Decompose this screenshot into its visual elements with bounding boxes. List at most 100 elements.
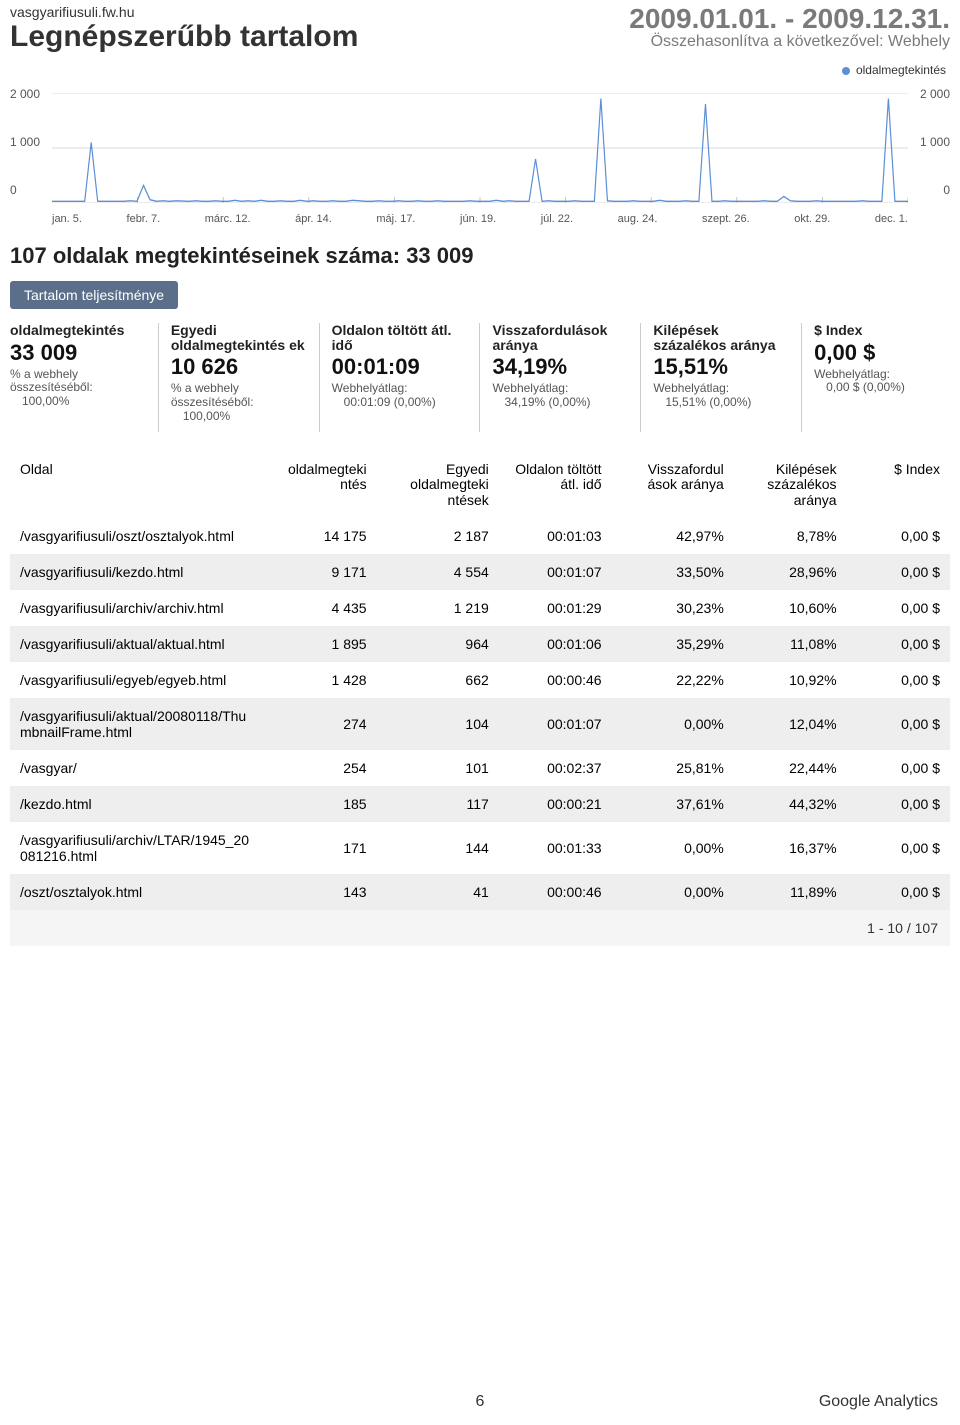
- legend-dot-icon: [842, 67, 850, 75]
- page-path-cell[interactable]: /oszt/osztalyok.html: [10, 874, 264, 910]
- scorecard-sub: % a webhely összesítéséből:100,00%: [171, 382, 307, 423]
- metric-cell: 4 554: [377, 554, 499, 590]
- metric-cell: 9 171: [264, 554, 377, 590]
- metric-cell: 00:01:03: [499, 518, 612, 554]
- column-header[interactable]: Egyedi oldalmegteki ntések: [377, 452, 499, 518]
- metric-cell: 37,61%: [612, 786, 734, 822]
- page-path-cell[interactable]: /vasgyarifiusuli/egyeb/egyeb.html: [10, 662, 264, 698]
- metric-cell: 1 428: [264, 662, 377, 698]
- metric-cell: 35,29%: [612, 626, 734, 662]
- y-tick: 2 000: [920, 87, 950, 101]
- scorecard-value: 34,19%: [492, 354, 628, 380]
- metric-cell: 0,00%: [612, 822, 734, 874]
- y-axis-right: 2 0001 0000: [920, 87, 950, 197]
- table-row[interactable]: /oszt/osztalyok.html1434100:00:460,00%11…: [10, 874, 950, 910]
- metric-cell: 0,00 $: [847, 626, 950, 662]
- metric-cell: 11,89%: [734, 874, 847, 910]
- tab-content-performance[interactable]: Tartalom teljesítménye: [10, 281, 178, 309]
- analytics-brand: Google Analytics: [819, 1393, 938, 1411]
- metric-cell: 25,81%: [612, 750, 734, 786]
- table-row[interactable]: /vasgyarifiusuli/archiv/archiv.html4 435…: [10, 590, 950, 626]
- metric-cell: 28,96%: [734, 554, 847, 590]
- scorecard: Kilépések százalékos aránya15,51%Webhely…: [641, 323, 802, 432]
- y-tick: 1 000: [10, 135, 40, 149]
- table-row[interactable]: /vasgyarifiusuli/kezdo.html9 1714 55400:…: [10, 554, 950, 590]
- compare-label: Összehasonlítva a következővel: Webhely: [629, 33, 950, 51]
- page-title: Legnépszerűbb tartalom: [10, 20, 358, 53]
- x-axis: jan. 5.febr. 7.márc. 12.ápr. 14.máj. 17.…: [52, 213, 908, 225]
- x-tick: ápr. 14.: [295, 213, 332, 225]
- metric-cell: 00:02:37: [499, 750, 612, 786]
- page-path-cell[interactable]: /vasgyarifiusuli/kezdo.html: [10, 554, 264, 590]
- metric-cell: 0,00 $: [847, 518, 950, 554]
- scorecard-sub: % a webhely összesítéséből:100,00%: [10, 368, 146, 409]
- scorecard: $ Index0,00 $Webhelyátlag:0,00 $ (0,00%): [802, 323, 950, 432]
- x-tick: aug. 24.: [618, 213, 658, 225]
- scorecard-value: 10 626: [171, 354, 307, 380]
- table-pager: 1 - 10 / 107: [10, 910, 950, 946]
- metric-cell: 22,44%: [734, 750, 847, 786]
- metric-cell: 104: [377, 698, 499, 750]
- metric-cell: 0,00 $: [847, 662, 950, 698]
- page-path-cell[interactable]: /vasgyarifiusuli/oszt/osztalyok.html: [10, 518, 264, 554]
- column-header[interactable]: Kilépések százalékos aránya: [734, 452, 847, 518]
- site-name: vasgyarifiusuli.fw.hu: [10, 4, 358, 20]
- metric-cell: 2 187: [377, 518, 499, 554]
- x-tick: márc. 12.: [205, 213, 251, 225]
- metric-cell: 101: [377, 750, 499, 786]
- metric-cell: 33,50%: [612, 554, 734, 590]
- metric-cell: 0,00 $: [847, 874, 950, 910]
- scorecard-label: Oldalon töltött átl. idő: [332, 323, 468, 352]
- metric-cell: 1 219: [377, 590, 499, 626]
- metric-cell: 0,00 $: [847, 554, 950, 590]
- scorecard-label: $ Index: [814, 323, 950, 338]
- metric-cell: 0,00%: [612, 874, 734, 910]
- x-tick: okt. 29.: [794, 213, 830, 225]
- table-row[interactable]: /vasgyarifiusuli/aktual/20080118/Thumbna…: [10, 698, 950, 750]
- metric-cell: 4 435: [264, 590, 377, 626]
- metric-cell: 964: [377, 626, 499, 662]
- column-header[interactable]: Oldal: [10, 452, 264, 518]
- metric-cell: 41: [377, 874, 499, 910]
- metric-cell: 254: [264, 750, 377, 786]
- page-path-cell[interactable]: /vasgyarifiusuli/archiv/archiv.html: [10, 590, 264, 626]
- metric-cell: 00:00:46: [499, 662, 612, 698]
- page-path-cell[interactable]: /vasgyarifiusuli/archiv/LTAR/1945_200812…: [10, 822, 264, 874]
- metric-cell: 144: [377, 822, 499, 874]
- x-tick: febr. 7.: [127, 213, 161, 225]
- metric-cell: 8,78%: [734, 518, 847, 554]
- scorecard-sub: Webhelyátlag:15,51% (0,00%): [653, 382, 789, 410]
- x-tick: dec. 1.: [875, 213, 908, 225]
- metric-cell: 0,00 $: [847, 822, 950, 874]
- metric-cell: 171: [264, 822, 377, 874]
- table-row[interactable]: /vasgyarifiusuli/archiv/LTAR/1945_200812…: [10, 822, 950, 874]
- y-axis-left: 2 0001 0000: [10, 87, 40, 197]
- page-path-cell[interactable]: /kezdo.html: [10, 786, 264, 822]
- scorecard-sub: Webhelyátlag:00:01:09 (0,00%): [332, 382, 468, 410]
- y-tick: 1 000: [920, 135, 950, 149]
- scorecard: Visszafordulások aránya34,19%Webhelyátla…: [480, 323, 641, 432]
- chart-plot: [52, 93, 908, 203]
- metric-cell: 00:01:33: [499, 822, 612, 874]
- table-row[interactable]: /kezdo.html18511700:00:2137,61%44,32%0,0…: [10, 786, 950, 822]
- column-header[interactable]: oldalmegteki ntés: [264, 452, 377, 518]
- column-header[interactable]: Visszafordul ások aránya: [612, 452, 734, 518]
- scorecard: Egyedi oldalmegtekintés ek10 626% a webh…: [159, 323, 320, 432]
- scorecard-value: 0,00 $: [814, 340, 950, 366]
- table-row[interactable]: /vasgyarifiusuli/aktual/aktual.html1 895…: [10, 626, 950, 662]
- table-row[interactable]: /vasgyar/25410100:02:3725,81%22,44%0,00 …: [10, 750, 950, 786]
- scorecard-value: 15,51%: [653, 354, 789, 380]
- page-path-cell[interactable]: /vasgyar/: [10, 750, 264, 786]
- table-row[interactable]: /vasgyarifiusuli/egyeb/egyeb.html1 42866…: [10, 662, 950, 698]
- page-path-cell[interactable]: /vasgyarifiusuli/aktual/aktual.html: [10, 626, 264, 662]
- table-row[interactable]: /vasgyarifiusuli/oszt/osztalyok.html14 1…: [10, 518, 950, 554]
- column-header[interactable]: Oldalon töltött átl. idő: [499, 452, 612, 518]
- metric-cell: 1 895: [264, 626, 377, 662]
- metric-cell: 10,92%: [734, 662, 847, 698]
- y-tick: 2 000: [10, 87, 40, 101]
- column-header[interactable]: $ Index: [847, 452, 950, 518]
- scorecards: oldalmegtekintés33 009% a webhely összes…: [10, 323, 950, 432]
- metric-cell: 143: [264, 874, 377, 910]
- page-path-cell[interactable]: /vasgyarifiusuli/aktual/20080118/Thumbna…: [10, 698, 264, 750]
- x-tick: jan. 5.: [52, 213, 82, 225]
